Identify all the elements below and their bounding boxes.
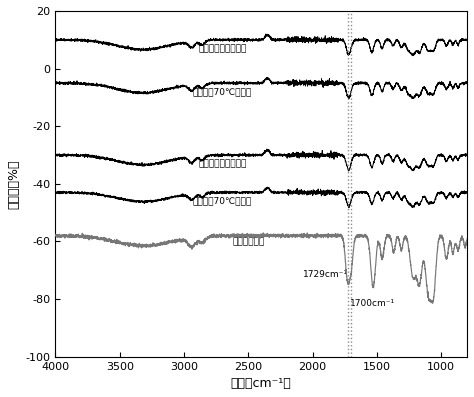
Text: 1700cm⁻¹: 1700cm⁻¹: [350, 299, 395, 308]
Text: 单宁酸，室温处理样: 单宁酸，室温处理样: [199, 44, 247, 53]
Y-axis label: 透过率（%）: 透过率（%）: [7, 159, 20, 208]
Text: 茶多酚，室温处理样: 茶多酚，室温处理样: [199, 159, 247, 168]
Text: 单宁酸，70℃处理样: 单宁酸，70℃处理样: [193, 87, 252, 96]
X-axis label: 波数（cm⁻¹）: 波数（cm⁻¹）: [231, 377, 292, 390]
Text: 茶多酚，70℃处理样: 茶多酚，70℃处理样: [193, 197, 252, 206]
Text: 聚氨酯空白样: 聚氨酯空白样: [232, 237, 264, 246]
Text: 1729cm⁻¹: 1729cm⁻¹: [303, 270, 348, 279]
